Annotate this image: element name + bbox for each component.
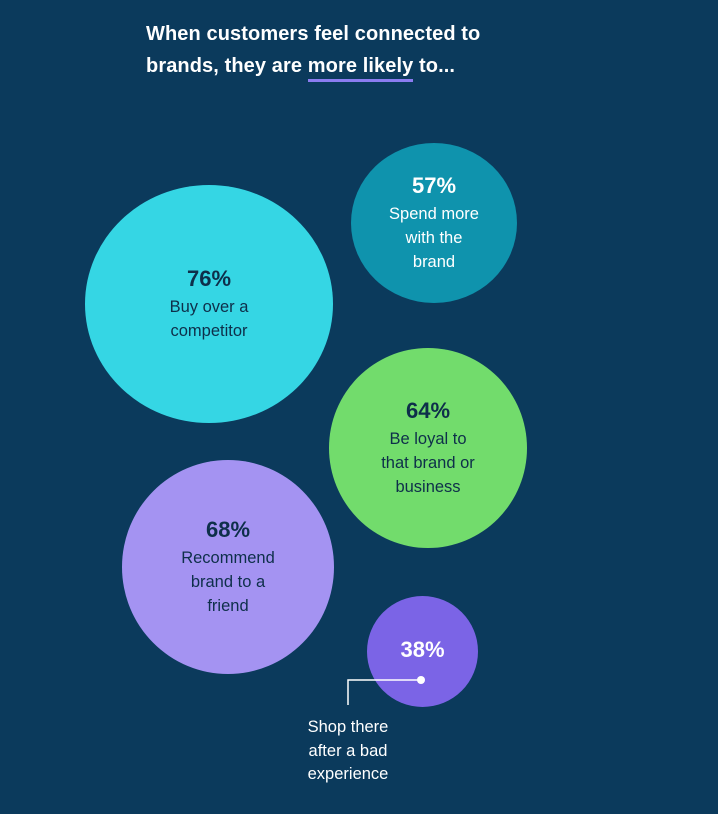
- chart-title: When customers feel connected to brands,…: [146, 18, 546, 82]
- bubble-value: 64%: [405, 398, 451, 423]
- bubble-value: 68%: [205, 517, 251, 542]
- bubble-value: 38%: [400, 637, 445, 662]
- bubble-label: Spend more with the brand: [389, 205, 479, 271]
- bubble-label: Be loyal to that brand or business: [381, 430, 475, 496]
- bubble-label: Recommend brand to a friend: [181, 549, 275, 615]
- bubble-value: 57%: [411, 173, 457, 198]
- bubble-buy-over-competitor: 76% Buy over a competitor: [85, 185, 333, 423]
- bubble-spend-more: 57% Spend more with the brand: [351, 143, 517, 303]
- bubble-be-loyal: 64% Be loyal to that brand or business: [329, 348, 527, 548]
- bubble-recommend: 68% Recommend brand to a friend: [122, 460, 334, 674]
- bubble-shop-after-bad-experience: 38%: [367, 596, 478, 707]
- bubble-label: Buy over a competitor: [169, 298, 249, 340]
- bubble-value: 76%: [186, 266, 232, 291]
- title-highlight: more likely: [307, 53, 414, 82]
- title-line-2-prefix: brands, they are: [146, 55, 308, 77]
- title-line-1: When customers feel connected to: [146, 23, 481, 45]
- annotation-label-shop: Shop there after a bad experience: [307, 718, 389, 783]
- title-line-2-suffix: to...: [413, 55, 456, 77]
